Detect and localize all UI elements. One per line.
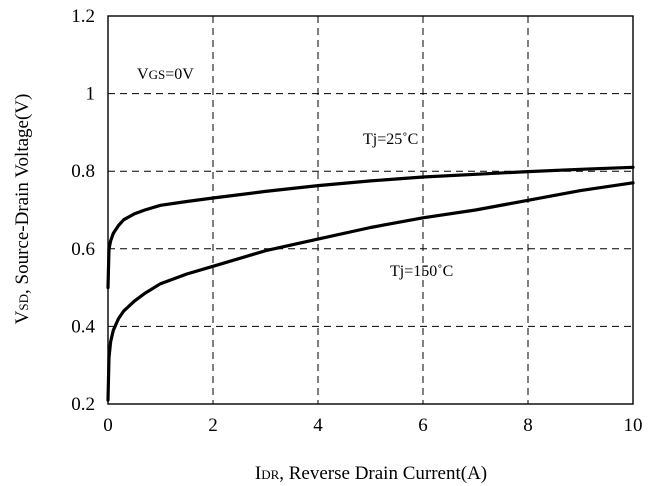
x-axis-label: IDR, Reverse Drain Current(A) [255, 463, 487, 484]
y-tick-label: 0.4 [71, 316, 95, 337]
y-tick-label: 1.2 [71, 6, 95, 27]
plot-frame [107, 15, 634, 405]
y-tick-label: 0.8 [71, 161, 95, 182]
x-tick-label: 8 [523, 415, 533, 436]
y-axis-label: VSD, Source-Drain Voltage(V) [12, 94, 33, 325]
series-lines [106, 165, 635, 402]
series-line-tj-25 [106, 165, 635, 290]
y-tick-label: 1 [86, 84, 96, 105]
x-tick-label: 4 [313, 415, 323, 436]
x-tick-label: 2 [208, 415, 218, 436]
y-tick-label: 0.2 [71, 394, 95, 415]
tick-labels: 0 2 4 6 8 10 0.2 0.4 0.6 0.8 1 1.2 [71, 6, 642, 436]
x-tick-label: 0 [103, 415, 113, 436]
series-line-tj-150 [106, 181, 635, 402]
annotation-vgs: VGS=0V [137, 66, 194, 83]
annotation-tj-25: Tj=25˚C [363, 131, 418, 148]
annotation-tj-150: Tj=150˚C [390, 263, 453, 280]
x-tick-label: 10 [624, 415, 643, 436]
x-tick-label: 6 [418, 415, 428, 436]
y-tick-label: 0.6 [71, 239, 95, 260]
